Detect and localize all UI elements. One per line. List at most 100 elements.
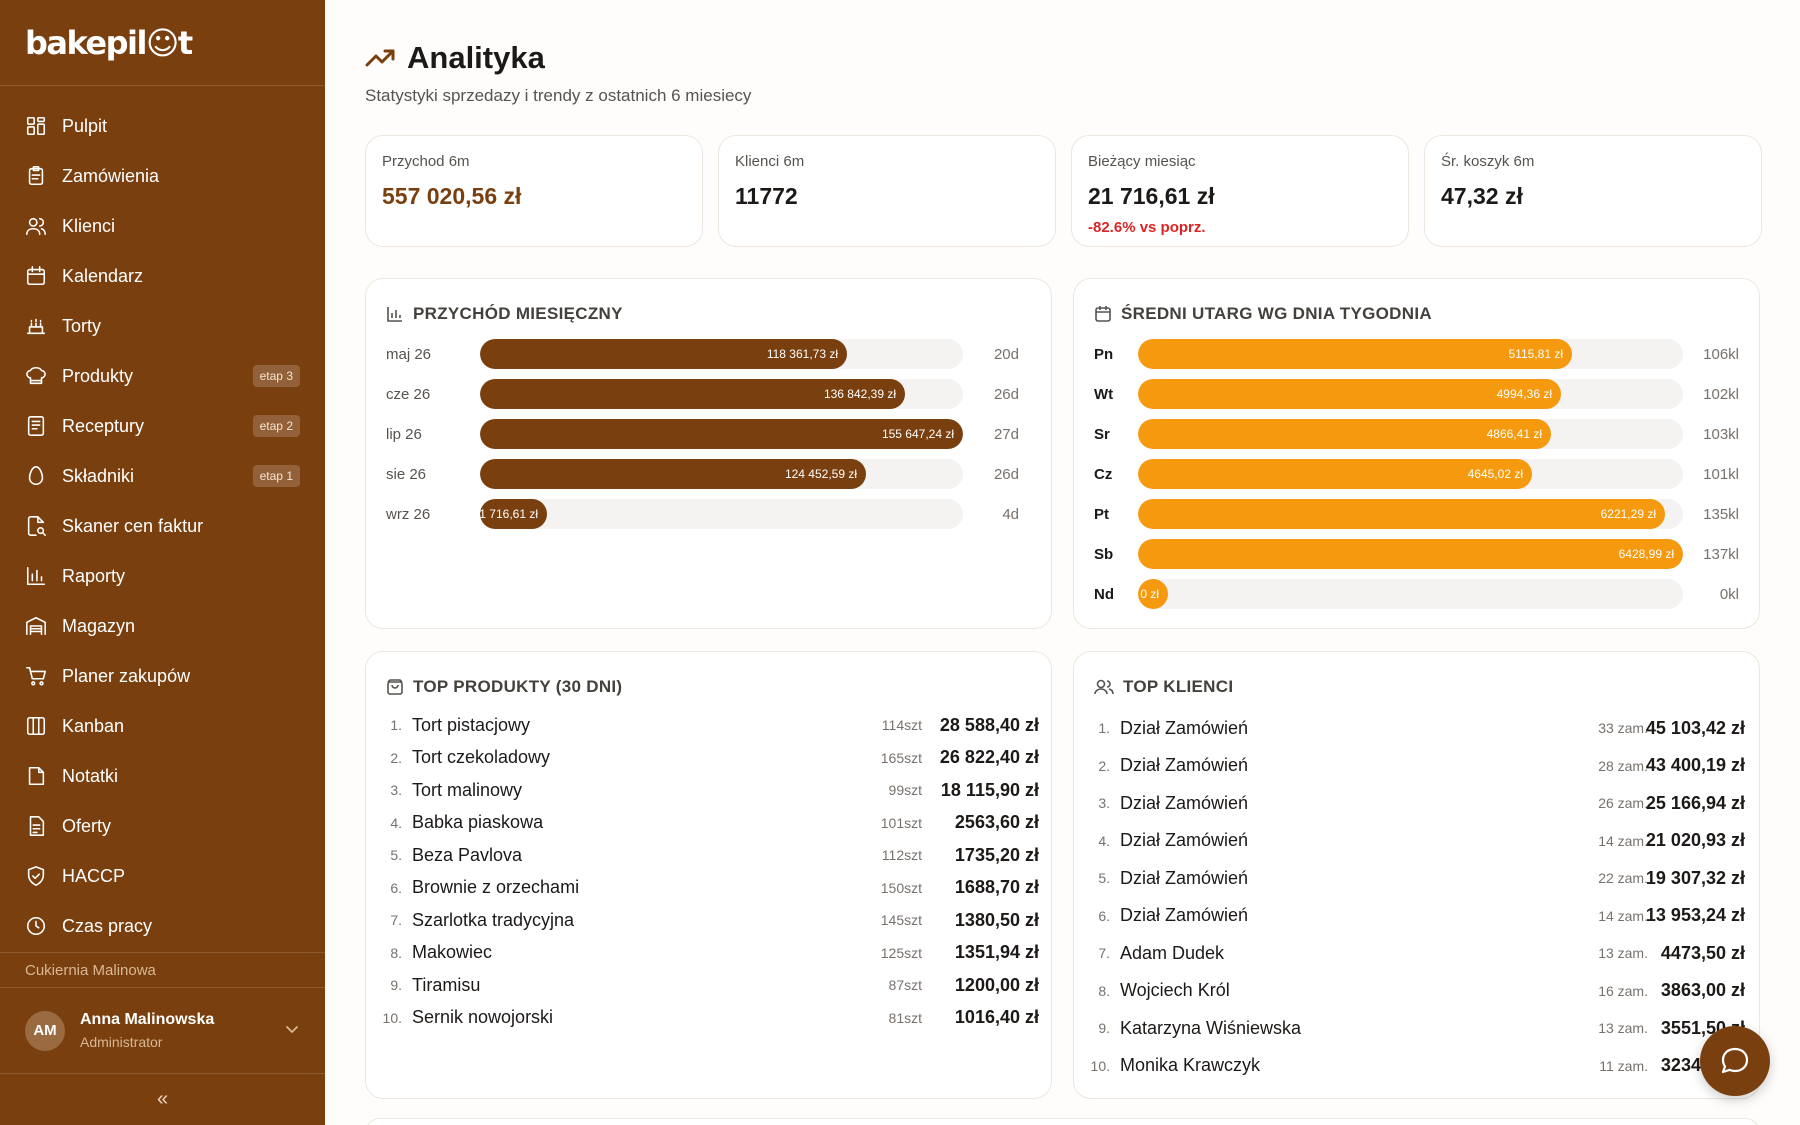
list-rank: 6. <box>390 879 402 896</box>
user-menu[interactable]: AM Anna Malinowska Administrator <box>0 988 325 1074</box>
list-item[interactable]: 2. Dział Zamówień 28 zam. 43 400,19 zł <box>1074 753 1761 779</box>
sidebar-nav: Pulpit Zamówienia Klienci Kalendarz Torty Pro… <box>0 101 325 951</box>
stage-badge: etap 2 <box>252 415 300 437</box>
sidebar-item-kalendarz[interactable]: Kalendarz <box>0 251 325 301</box>
list-item-name: Monika Krawczyk <box>1120 1055 1261 1075</box>
sidebar-item-raporty[interactable]: Raporty <box>0 551 325 601</box>
list-item[interactable]: 1. Dział Zamówień 33 zam. 45 103,42 zł <box>1074 715 1761 741</box>
stat-value: 21 716,61 zł <box>1088 183 1215 209</box>
sidebar-item-pulpit[interactable]: Pulpit <box>0 101 325 151</box>
list-item[interactable]: 5. Beza Pavlova 112szt 1735,20 zł <box>366 842 1053 868</box>
list-item[interactable]: 7. Adam Dudek 13 zam. 4473,50 zł <box>1074 940 1761 966</box>
sidebar-item-label: Klienci <box>62 215 116 236</box>
nav-list: Pulpit Zamówienia Klienci Kalendarz Torty Pro… <box>0 101 325 951</box>
bar-side-value: 135kl <box>1703 505 1739 523</box>
logo[interactable]: bakepil☺t <box>0 0 325 86</box>
list-item[interactable]: 8. Makowiec 125szt 1351,94 zł <box>366 940 1053 966</box>
document-icon <box>29 816 45 836</box>
sidebar-item-notatki[interactable]: Notatki <box>0 751 325 801</box>
bar-side-value: 106kl <box>1703 345 1739 363</box>
list-item[interactable]: 6. Brownie z orzechami 150szt 1688,70 zł <box>366 875 1053 901</box>
monthly-bar-row: wrz 26 21 716,61 zł 4d <box>386 499 1019 529</box>
list-item[interactable]: 2. Tort czekoladowy 165szt 26 822,40 zł <box>366 745 1053 771</box>
list-item-name: Wojciech Król <box>1120 980 1230 1000</box>
list-rank: 5. <box>390 847 402 863</box>
sidebar-item-oferty[interactable]: Oferty <box>0 801 325 851</box>
list-item[interactable]: 3. Dział Zamówień 26 zam. 25 166,94 zł <box>1074 790 1761 816</box>
list-item-amount: 21 020,93 zł <box>1645 830 1745 850</box>
sidebar-item-receptury[interactable]: Receptury etap 2 <box>0 401 325 451</box>
list-item-name: Dział Zamówień <box>1120 755 1249 775</box>
list-rank: 9. <box>390 977 402 993</box>
list-item[interactable]: 9. Tiramisu 87szt 1200,00 zł <box>366 972 1053 998</box>
list-item[interactable]: 1. Tort pistacjowy 114szt 28 588,40 zł <box>366 712 1053 738</box>
bar-label: wrz 26 <box>386 505 431 523</box>
weekday-bar-row: Pt 6221,29 zł 135kl <box>1094 499 1739 529</box>
sidebar-item-składniki[interactable]: Składniki etap 1 <box>0 451 325 501</box>
cake-icon <box>26 318 46 335</box>
calendar-icon <box>1095 306 1111 322</box>
chevron-down-icon[interactable] <box>284 1021 300 1037</box>
bar-fill: 118 361,73 zł <box>480 339 847 369</box>
bar-side-value: 102kl <box>1703 385 1739 403</box>
list-item-count: 125szt <box>880 944 922 961</box>
monthly-bar-row: maj 26 118 361,73 zł 20d <box>386 339 1019 369</box>
bar-side-value: 137kl <box>1703 545 1739 563</box>
calendar-icon <box>26 266 46 286</box>
list-item-count: 145szt <box>880 912 922 928</box>
list-item[interactable]: 4. Dział Zamówień 14 zam. 21 020,93 zł <box>1074 828 1761 854</box>
file-scan-icon <box>27 516 46 536</box>
collapse-sidebar-button[interactable]: « <box>156 1088 169 1110</box>
list-item[interactable]: 7. Szarlotka tradycyjna 145szt 1380,50 zł <box>366 907 1053 933</box>
weekday-bar-row: Sb 6428,99 zł 137kl <box>1094 539 1739 569</box>
sidebar-item-zamówienia[interactable]: Zamówienia <box>0 151 325 201</box>
list-item[interactable]: 4. Babka piaskowa 101szt 2563,60 zł <box>366 810 1053 836</box>
bar-label: Cz <box>1094 465 1113 483</box>
bar-track: 4866,41 zł <box>1138 419 1683 449</box>
sidebar-item-label: Raporty <box>62 565 126 586</box>
list-item[interactable]: 8. Wojciech Król 16 zam. 3863,00 zł <box>1074 978 1761 1004</box>
list-item-amount: 25 166,94 zł <box>1645 792 1745 813</box>
sidebar-item-planer-zakupów[interactable]: Planer zakupów <box>0 651 325 701</box>
list-item[interactable]: 3. Tort malinowy 99szt 18 115,90 zł <box>366 777 1053 803</box>
avatar: AM <box>25 1010 65 1051</box>
bar-fill: 4866,41 zł <box>1138 419 1551 449</box>
sidebar-item-klienci[interactable]: Klienci <box>0 201 325 251</box>
list-item-amount: 1200,00 zł <box>954 974 1039 995</box>
bar-track: 6221,29 zł <box>1138 499 1683 529</box>
list-item-name: Dział Zamówień <box>1120 905 1249 925</box>
bar-label: Pt <box>1094 505 1109 523</box>
stat-label: Klienci 6m <box>735 153 805 170</box>
bar-fill: 155 647,24 zł <box>480 419 963 449</box>
list-item[interactable]: 10. Sernik nowojorski 81szt 1016,40 zł <box>366 1005 1053 1031</box>
sidebar-item-torty[interactable]: Torty <box>0 301 325 351</box>
sidebar-item-label: Skaner cen faktur <box>62 515 204 536</box>
stat-label: Bieżący miesiąc <box>1088 153 1196 170</box>
sidebar-item-magazyn[interactable]: Magazyn <box>0 601 325 651</box>
bar-side-value: 26d <box>993 385 1019 403</box>
sidebar-item-haccp[interactable]: HACCP <box>0 851 325 901</box>
sidebar-item-kanban[interactable]: Kanban <box>0 701 325 751</box>
bar-label: Pn <box>1094 345 1114 363</box>
bar-side-value: 27d <box>993 425 1019 443</box>
list-rank: 5. <box>1098 870 1110 886</box>
chat-bubble-icon <box>1721 1047 1749 1074</box>
monthly-revenue-card: PRZYCHÓD MIESIĘCZNY maj 26 118 361,73 zł 2… <box>365 278 1052 629</box>
list-item-count: 22 zam. <box>1598 870 1648 886</box>
sidebar-item-label: Kanban <box>62 715 125 736</box>
list-item-count: 99szt <box>888 782 922 798</box>
list-item-count: 101szt <box>880 814 922 831</box>
list-item[interactable]: 9. Katarzyna Wiśniewska 13 zam. 3551,50 zł <box>1074 1015 1761 1041</box>
bar-side-value: 26d <box>993 465 1019 483</box>
list-rank: 3. <box>1098 795 1110 811</box>
list-item-count: 26 zam. <box>1598 795 1648 811</box>
kanban-icon <box>26 716 46 736</box>
sidebar-item-czas-pracy[interactable]: Czas pracy <box>0 901 325 951</box>
bar-fill: 0 zł <box>1138 579 1168 609</box>
list-item[interactable]: 6. Dział Zamówień 14 zam. 13 953,24 zł <box>1074 903 1761 929</box>
list-item[interactable]: 5. Dział Zamówień 22 zam. 19 307,32 zł <box>1074 865 1761 891</box>
sidebar-item-produkty[interactable]: Produkty etap 3 <box>0 351 325 401</box>
chat-button[interactable] <box>1700 1026 1770 1096</box>
sidebar-item-skaner-cen-faktur[interactable]: Skaner cen faktur <box>0 501 325 551</box>
